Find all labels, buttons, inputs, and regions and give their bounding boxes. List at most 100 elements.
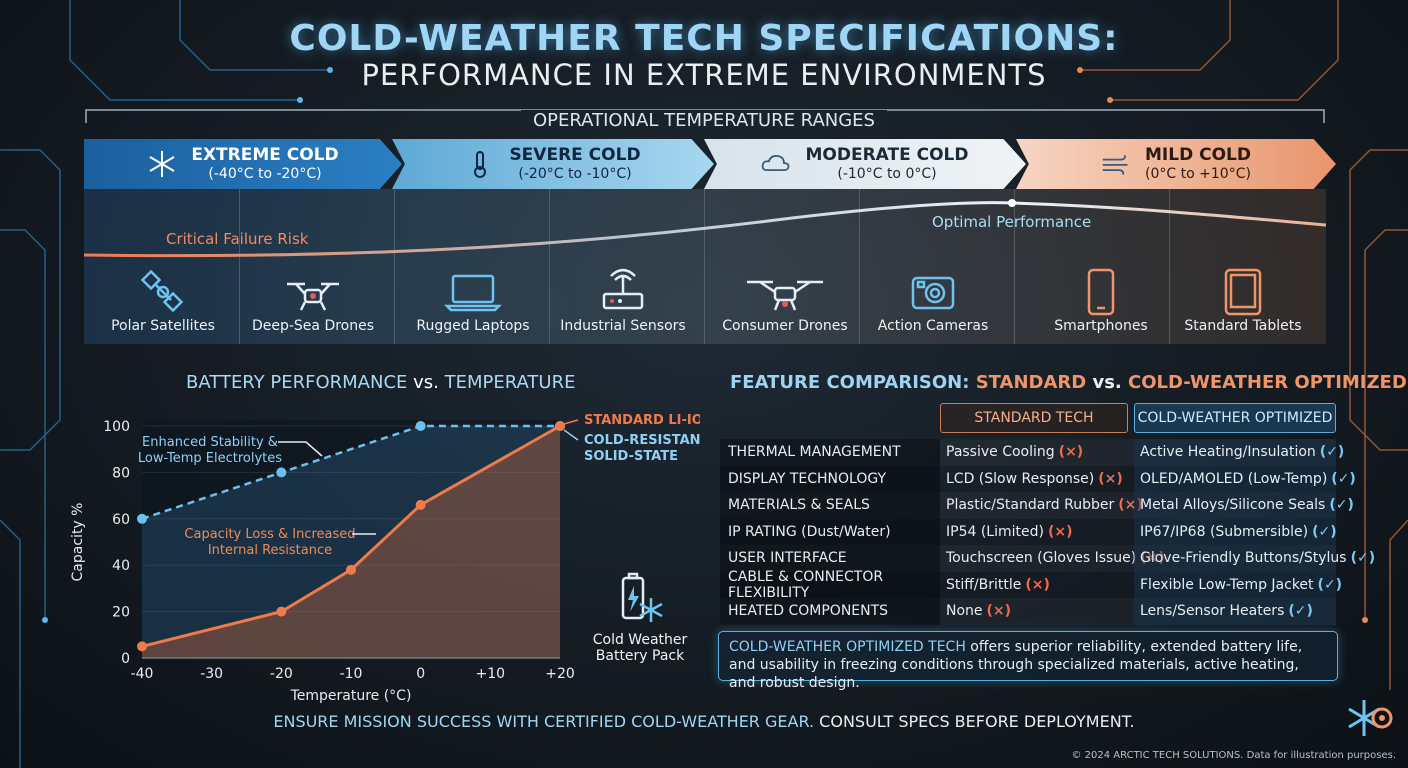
band-range: (-20°C to -10°C)	[518, 165, 632, 182]
performance-curve	[84, 199, 1326, 258]
x-tick-label: +10	[476, 666, 506, 682]
x-icon: (×)	[1058, 444, 1084, 461]
row-cold: Active Heating/Insulation (✓)	[1134, 439, 1344, 466]
drone-icon	[238, 266, 388, 318]
x-icon: (×)	[1047, 523, 1073, 540]
y-tick-label: 0	[121, 651, 130, 667]
snowflake-gear-logo	[1348, 700, 1393, 736]
row-category: DISPLAY TECHNOLOGY	[720, 465, 940, 492]
x-icon: (×)	[1098, 470, 1123, 487]
band-severe-cold: SEVERE COLD (-20°C to -10°C)	[392, 139, 714, 189]
table-row: DISPLAY TECHNOLOGY LCD (Slow Response) (×)…	[720, 465, 1356, 492]
plot-area	[142, 420, 560, 658]
battery-chart-title: BATTERY PERFORMANCE vs. TEMPERATURE	[186, 372, 576, 393]
legend-solid-state-2: SOLID-STATE	[584, 449, 678, 464]
x-icon: (×)	[1025, 576, 1050, 593]
solid-state-line	[141, 424, 560, 520]
x-tick-label: +20	[545, 666, 575, 682]
battery-snowflake-icon	[621, 572, 663, 622]
router-icon	[548, 266, 698, 318]
wind-icon	[1101, 149, 1131, 179]
critical-risk-label: Critical Failure Risk	[166, 230, 309, 248]
li-ion-point	[555, 421, 565, 431]
row-category: CABLE & CONNECTOR FLEXIBILITY	[720, 569, 940, 601]
optimal-performance-label: Optimal Performance	[932, 213, 1092, 231]
page-subtitle: PERFORMANCE IN EXTREME ENVIRONMENTS	[361, 58, 1047, 92]
row-cold: IP67/IP68 (Submersible) (✓)	[1134, 518, 1337, 545]
row-standard: None (×)	[946, 603, 1012, 620]
row-standard: Touchscreen (Gloves Issue) (×)	[946, 550, 1165, 567]
x-tick-label: -30	[200, 666, 223, 682]
device-polar-satellites: Polar Satellites	[88, 266, 238, 334]
row-standard: IP54 (Limited) (×)	[946, 523, 1073, 540]
li-ion-point	[276, 606, 287, 617]
column-standard-header: STANDARD TECH	[940, 403, 1128, 433]
row-category: USER INTERFACE	[720, 545, 940, 572]
annotation-stability-2: Low-Temp Electrolytes	[138, 451, 282, 466]
row-cold: OLED/AMOLED (Low-Temp) (✓)	[1134, 465, 1356, 492]
table-row: IP RATING (Dust/Water) IP54 (Limited) (×) I…	[720, 518, 1337, 545]
comparison-table: THERMAL MANAGEMENT Passive Cooling (×) Acti…	[720, 439, 1375, 625]
x-tick-label: -40	[131, 666, 154, 682]
li-ion-area	[142, 426, 560, 658]
x-tick-label: -10	[340, 666, 363, 682]
band-range: (0°C to +10°C)	[1145, 165, 1251, 182]
table-row: USER INTERFACE Touchscreen (Gloves Issue)…	[720, 545, 1375, 572]
cloud-icon	[761, 149, 791, 179]
y-tick-label: 100	[103, 419, 130, 435]
legend-connector	[563, 419, 579, 425]
x-tick-label: 0	[416, 666, 425, 682]
copyright: © 2024 ARCTIC TECH SOLUTIONS. Data for i…	[1071, 750, 1396, 761]
table-row: THERMAL MANAGEMENT Passive Cooling (×) Acti…	[720, 439, 1344, 466]
battery-pack: Cold Weather Battery Pack	[590, 572, 690, 664]
row-cold: Glove-Friendly Buttons/Stylus (✓)	[1134, 545, 1375, 572]
table-row: MATERIALS & SEALS Plastic/Standard Rubber…	[720, 492, 1354, 519]
annotation-arrow	[278, 441, 323, 457]
snowflake-icon	[147, 149, 177, 179]
camera-icon	[858, 266, 1008, 318]
li-ion-point	[346, 564, 356, 575]
annotation-capacity-2: Internal Resistance	[208, 543, 332, 558]
summary-box: COLD-WEATHER OPTIMIZED TECH offers super…	[718, 631, 1338, 691]
band-moderate-cold: MODERATE COLD (-10°C to 0°C)	[704, 139, 1026, 189]
row-cold: Metal Alloys/Silicone Seals (✓)	[1134, 492, 1354, 519]
table-row: HEATED COMPONENTS None (×) Lens/Sensor Heat…	[720, 598, 1336, 625]
device-deep-sea-drones: Deep-Sea Drones	[238, 266, 388, 334]
row-standard: Plastic/Standard Rubber (×)	[946, 497, 1143, 514]
column-cold-header: COLD-WEATHER OPTIMIZED	[1134, 403, 1336, 433]
li-ion-point	[415, 499, 426, 510]
row-category: MATERIALS & SEALS	[720, 492, 940, 519]
annotation-stability-1: Enhanced Stability &	[142, 435, 278, 450]
thermometer-icon	[465, 149, 495, 179]
band-range: (-40°C to -20°C)	[208, 165, 322, 182]
y-tick-label: 60	[112, 512, 130, 528]
satellite-icon	[88, 266, 238, 318]
legend-li-ion: STANDARD LI-ION	[584, 413, 700, 428]
y-tick-label: 40	[112, 558, 130, 574]
check-icon: (✓)	[1350, 550, 1376, 567]
check-icon: (✓)	[1331, 470, 1356, 487]
solid-state-point	[137, 513, 147, 524]
check-icon: (✓)	[1329, 497, 1354, 514]
solid-state-point	[415, 421, 426, 431]
row-standard: LCD (Slow Response) (×)	[946, 470, 1123, 487]
laptop-icon	[398, 266, 548, 318]
battery-pack-label-2: Battery Pack	[595, 648, 685, 664]
legend-connector	[563, 429, 579, 441]
row-category: THERMAL MANAGEMENT	[720, 439, 940, 466]
row-standard: Passive Cooling (×)	[946, 444, 1084, 461]
x-axis-label: Temperature (°C)	[290, 688, 412, 704]
li-ion-point	[137, 641, 147, 652]
section-title: OPERATIONAL TEMPERATURE RANGES	[0, 110, 1408, 131]
device-action-cameras: Action Cameras	[858, 266, 1008, 334]
y-tick-label: 80	[112, 465, 130, 481]
device-standard-tablets: Standard Tablets	[1168, 266, 1318, 334]
band-mild-cold: MILD COLD (0°C to +10°C)	[1016, 139, 1336, 189]
table-row: CABLE & CONNECTOR FLEXIBILITY Stiff/Britt…	[720, 569, 1342, 601]
smartphone-icon	[1026, 266, 1176, 318]
device-consumer-drones: Consumer Drones	[710, 266, 860, 334]
x-icon: (×)	[986, 603, 1012, 620]
row-category: HEATED COMPONENTS	[720, 598, 940, 625]
check-icon: (✓)	[1312, 523, 1337, 540]
annotation-capacity-1: Capacity Loss & Increased	[184, 527, 355, 542]
